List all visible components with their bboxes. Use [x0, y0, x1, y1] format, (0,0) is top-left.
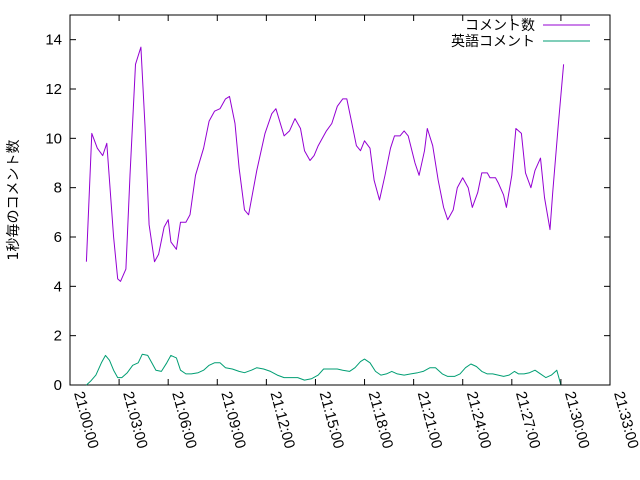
- y-tick-label: 4: [54, 278, 62, 295]
- y-tick-label: 2: [54, 328, 62, 345]
- x-tick-label: 21:09:00: [217, 390, 249, 451]
- y-tick-label: 0: [54, 377, 62, 394]
- y-tick-label: 12: [45, 81, 62, 98]
- y-tick-label: 10: [45, 130, 62, 147]
- x-tick-label: 21:21:00: [414, 390, 446, 451]
- x-tick-label: 21:33:00: [610, 390, 640, 451]
- series-line-1: [85, 46, 565, 282]
- plot-frame: [69, 14, 611, 386]
- x-tick-label: 21:12:00: [266, 390, 298, 451]
- y-axis-title: 1秒毎のコメント数: [6, 140, 22, 261]
- legend-label-1: コメント数: [465, 18, 535, 34]
- x-tick-label: 21:30:00: [561, 390, 593, 451]
- legend-label-2: 英語コメント: [451, 33, 535, 50]
- y-tick-label: 14: [45, 32, 62, 49]
- y-tick-label: 6: [54, 229, 62, 246]
- x-tick-label: 21:15:00: [316, 390, 348, 451]
- x-tick-label: 21:27:00: [512, 390, 544, 451]
- x-tick-label: 21:18:00: [365, 390, 397, 451]
- x-tick-label: 21:03:00: [119, 390, 151, 451]
- x-tick-label: 21:06:00: [168, 390, 200, 451]
- series-line-2: [86, 353, 562, 386]
- x-tick-label: 21:00:00: [70, 390, 102, 451]
- y-tick-label: 8: [54, 180, 62, 197]
- x-tick-label: 21:24:00: [463, 390, 495, 451]
